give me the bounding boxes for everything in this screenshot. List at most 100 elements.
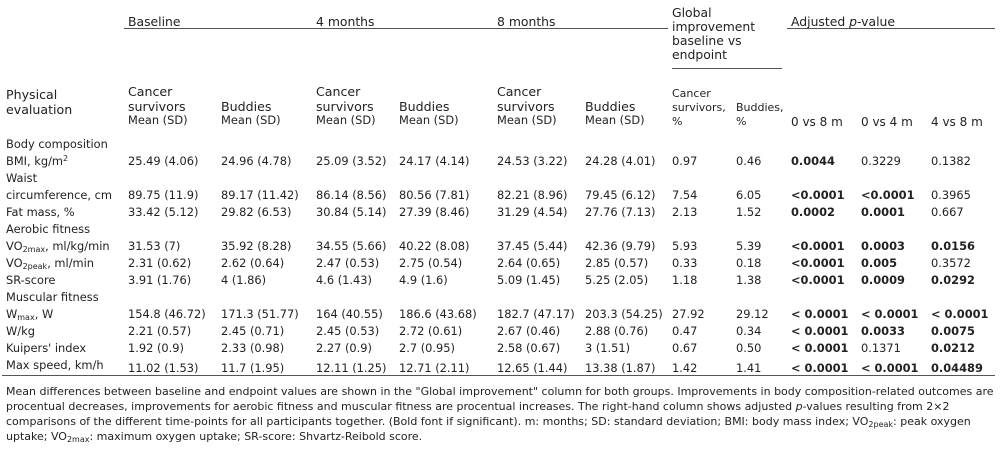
table-row-vo2peak: VO2peak, ml/min 2.31 (0.62) 2.62 (0.64) … <box>2 253 995 271</box>
cell-p-4vs8: 0.3965 <box>931 188 971 202</box>
cell-global-cancer: 5.93 <box>672 239 698 253</box>
cell-global-buddies: 0.34 <box>736 324 762 338</box>
cell-p-0vs8-bold: <0.0001 <box>791 256 845 270</box>
row-label-sub: max <box>17 313 35 322</box>
cell-8m-cancer: 12.65 (1.44) <box>493 355 581 376</box>
header-baseline-text: Baseline <box>128 14 181 29</box>
header-baseline-buddies: Buddies Mean (SD) <box>217 29 312 130</box>
cell-global-buddies: 1.52 <box>736 205 762 219</box>
cell-global-buddies: 29.12 <box>736 307 769 321</box>
cell-baseline-cancer: 154.8 (46.72) <box>128 307 206 321</box>
cell-baseline-buddies: 89.17 (11.42) <box>221 188 299 202</box>
cell-p-0vs4-bold: 0.0003 <box>861 239 905 253</box>
table-row-wmax: Wmax, W 154.8 (46.72) 171.3 (51.77) 164 … <box>2 304 995 322</box>
cell-p-0vs4: 0.005 <box>857 253 927 270</box>
cell-4m-cancer: 34.55 (5.66) <box>316 239 387 253</box>
cell-8m-buddies: 5.25 (2.05) <box>585 273 649 287</box>
header-8-months-text: 8 months <box>497 14 556 29</box>
header-8m-buddies-text: Buddies <box>585 98 636 114</box>
cell-baseline-cancer: 31.53 (7) <box>128 239 181 253</box>
cell-p-0vs4: 0.1371 <box>861 341 901 355</box>
cell-global-cancer: 27.92 <box>672 307 705 321</box>
cell-p-0vs8-bold: 0.0002 <box>791 205 835 219</box>
cell-baseline-buddies: 2.33 (0.98) <box>221 341 285 355</box>
cell-4m-buddies: 80.56 (7.81) <box>399 188 470 202</box>
cell-p-0vs8: < 0.0001 <box>787 304 857 321</box>
footnote-part-4: : maximum oxygen uptake; SR-score: Shvar… <box>89 430 423 443</box>
cell-4m-buddies: 4.9 (1.6) <box>399 273 448 287</box>
cell-8m-cancer: 5.09 (1.45) <box>497 273 561 287</box>
cell-global-cancer: 7.54 <box>672 188 698 202</box>
row-label-top: Waist <box>6 171 38 185</box>
header-adjusted-p-italic: p <box>849 14 858 29</box>
header-global-improvement-text: Global improvement baseline vs endpoint <box>672 6 782 69</box>
header-4m-buddies: Buddies Mean (SD) <box>395 29 493 130</box>
header-p-0vs4: 0 vs 4 m <box>857 87 927 129</box>
cell-baseline-cancer: 3.91 (1.76) <box>128 273 192 287</box>
cell-4m-buddies: 40.22 (8.08) <box>399 239 470 253</box>
header-row-groups: Baseline 4 months 8 months Global improv… <box>2 6 995 69</box>
cell-baseline-cancer: 33.42 (5.12) <box>128 205 199 219</box>
cell-8m-cancer: 2.67 (0.46) <box>497 324 561 338</box>
cell-global-cancer: 0.33 <box>672 256 698 270</box>
header-p-4vs8: 4 vs 8 m <box>927 87 995 129</box>
cell-p-0vs4: <0.0001 <box>857 185 927 202</box>
row-label-sub: 2max <box>22 245 46 254</box>
header-8m-cancer-meansd: Mean (SD) <box>497 113 557 127</box>
cell-4m-cancer: 30.84 (5.14) <box>316 205 387 219</box>
cell-4m-cancer: 2.27 (0.9) <box>316 341 372 355</box>
cell-global-buddies: 0.46 <box>736 154 762 168</box>
cell-4m-buddies: 2.75 (0.54) <box>399 256 463 270</box>
cell-4m-buddies: 24.17 (4.14) <box>399 154 470 168</box>
cell-8m-cancer: 2.64 (0.65) <box>497 256 561 270</box>
section-aerobic-fitness: Aerobic fitness <box>2 219 995 236</box>
table-row-w-per-kg: W/kg 2.21 (0.57) 2.45 (0.71) 2.45 (0.53)… <box>2 321 995 338</box>
row-label: VO2peak, ml/min <box>2 253 124 271</box>
cell-8m-buddies: 24.28 (4.01) <box>585 154 656 168</box>
cell-p-4vs8: 0.0156 <box>927 236 995 253</box>
cell-p-0vs8: 0.0044 <box>787 151 857 168</box>
row-label-text: BMI, kg/m <box>6 154 64 168</box>
cell-p-0vs8-bold: <0.0001 <box>791 273 845 287</box>
cell-global-cancer: 2.13 <box>672 205 698 219</box>
header-4-months: 4 months <box>312 6 493 29</box>
row-label: BMI, kg/m2 <box>2 151 124 168</box>
cell-baseline-buddies: 2.62 (0.64) <box>221 256 285 270</box>
header-8m-buddies-meansd: Mean (SD) <box>585 113 645 127</box>
cell-global-cancer: 1.18 <box>672 273 698 287</box>
cell-4m-buddies: 186.6 (43.68) <box>399 307 477 321</box>
results-table: Baseline 4 months 8 months Global improv… <box>2 6 995 376</box>
cell-baseline-cancer: 1.92 (0.9) <box>128 341 184 355</box>
cell-8m-cancer: 24.53 (3.22) <box>497 154 568 168</box>
header-row-pct: Cancer survivors, % Buddies, % 0 vs 8 m … <box>2 87 995 129</box>
footnote-part-1: Mean differences between baseline and en… <box>6 385 994 413</box>
row-label-rest: , ml/kg/min <box>45 239 110 253</box>
header-p-0vs8-text: 0 vs 8 m <box>791 115 843 129</box>
cell-4m-cancer: 25.09 (3.52) <box>316 154 387 168</box>
cell-p-0vs4: 0.0001 <box>857 202 927 219</box>
header-cancer-pct: Cancer survivors, % <box>668 87 732 129</box>
header-global-improvement: Global improvement baseline vs endpoint <box>668 6 787 87</box>
header-p-0vs4-text: 0 vs 4 m <box>861 115 913 129</box>
cell-p-0vs8: <0.0001 <box>787 270 857 287</box>
cell-4m-cancer: 2.45 (0.53) <box>316 324 380 338</box>
header-8m-cancer: Cancer survivors Mean (SD) <box>493 29 581 130</box>
row-label: SR-score <box>6 273 56 287</box>
cell-global-buddies: 5.39 <box>736 239 762 253</box>
footnote-p-italic: p <box>795 400 803 413</box>
cell-p-0vs8-bold: < 0.0001 <box>791 341 849 355</box>
table-row-fat-mass: Fat mass, % 33.42 (5.12) 29.82 (6.53) 30… <box>2 202 995 219</box>
cell-4m-buddies: 27.39 (8.46) <box>399 205 470 219</box>
row-label-text: VO <box>6 256 23 270</box>
cell-8m-cancer: 182.7 (47.17) <box>497 307 575 321</box>
cell-p-4vs8: 0.3572 <box>931 256 971 270</box>
header-row-subgroups: Physical evaluation Cancer survivors Mean… <box>2 29 995 126</box>
cell-4m-cancer: 86.14 (8.56) <box>316 188 387 202</box>
row-label: VO2max, ml/kg/min <box>2 236 124 254</box>
section-label: Muscular fitness <box>6 290 99 304</box>
cell-4m-buddies: 12.71 (2.11) <box>395 355 493 376</box>
cell-p-0vs4: 0.0009 <box>857 270 927 287</box>
cell-p-4vs8: 0.0212 <box>927 338 995 355</box>
cell-baseline-buddies: 29.82 (6.53) <box>221 205 292 219</box>
table-row-kuipers: Kuipers' index 1.92 (0.9) 2.33 (0.98) 2.… <box>2 338 995 355</box>
